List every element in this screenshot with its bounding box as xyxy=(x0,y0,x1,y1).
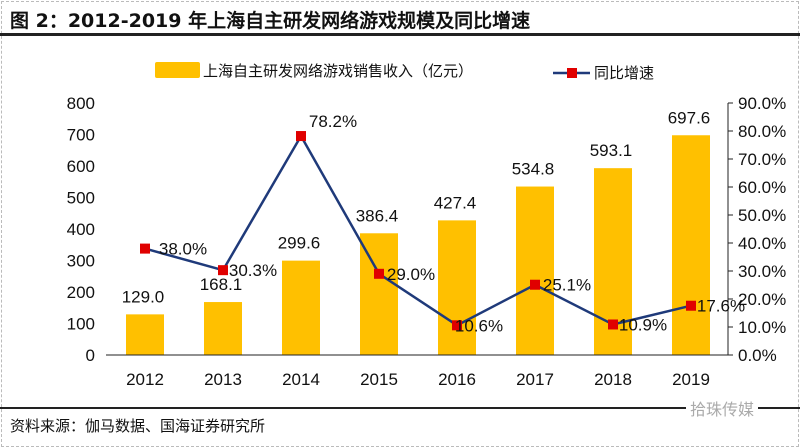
x-axis-tick-label: 2016 xyxy=(438,370,476,389)
x-axis-tick-label: 2013 xyxy=(204,370,242,389)
growth-marker-2018 xyxy=(608,319,618,330)
left-axis-tick-label: 0 xyxy=(86,346,95,365)
x-axis-tick-label: 2014 xyxy=(282,370,320,389)
growth-marker-2019 xyxy=(686,300,696,311)
growth-marker-2013 xyxy=(218,265,228,276)
left-axis-tick-label: 600 xyxy=(67,157,95,176)
growth-marker-2016 xyxy=(452,320,462,331)
line-data-label: 17.6% xyxy=(697,297,745,316)
right-axis-tick-label: 70.0% xyxy=(738,150,786,169)
bar-data-label: 697.6 xyxy=(668,108,711,127)
left-axis-tick-label: 300 xyxy=(67,252,95,271)
bar-data-label: 168.1 xyxy=(200,275,243,294)
bar-2012 xyxy=(126,314,164,355)
left-axis-tick-label: 500 xyxy=(67,189,95,208)
bar-2014 xyxy=(282,260,320,355)
line-data-label: 29.0% xyxy=(387,265,435,284)
legend-marker-swatch xyxy=(567,68,577,78)
x-axis-tick-label: 2018 xyxy=(594,370,632,389)
line-data-label: 38.0% xyxy=(159,240,207,259)
left-axis-tick-label: 400 xyxy=(67,220,95,239)
right-axis-tick-label: 20.0% xyxy=(738,290,786,309)
growth-marker-2017 xyxy=(530,279,540,290)
bar-2017 xyxy=(516,186,554,355)
line-data-label: 25.1% xyxy=(543,276,591,295)
bar-data-label: 386.4 xyxy=(356,206,399,225)
right-axis-tick-label: 90.0% xyxy=(738,94,786,113)
bar-data-label: 427.4 xyxy=(434,193,477,212)
x-axis-tick-label: 2019 xyxy=(672,370,710,389)
bar-data-label: 129.0 xyxy=(122,287,165,306)
growth-line xyxy=(144,133,692,327)
right-axis-tick-label: 40.0% xyxy=(738,234,786,253)
left-axis-tick-label: 700 xyxy=(67,126,95,145)
x-axis-tick-label: 2017 xyxy=(516,370,554,389)
left-axis-tick-label: 800 xyxy=(67,94,95,113)
bar-2019 xyxy=(672,135,710,355)
right-axis-tick-label: 80.0% xyxy=(738,122,786,141)
bar-data-label: 593.1 xyxy=(590,141,633,160)
bar-data-label: 299.6 xyxy=(278,234,321,253)
growth-marker-2015 xyxy=(374,268,384,279)
watermark: 拾珠传媒 xyxy=(686,396,759,420)
bar-2013 xyxy=(204,302,242,355)
legend-bar-label: 上海自主研发网络游戏销售收入（亿元） xyxy=(203,63,473,80)
growth-marker-2014 xyxy=(296,131,306,142)
right-axis-tick-label: 0.0% xyxy=(738,346,777,365)
title-divider xyxy=(0,33,800,36)
line-data-label: 78.2% xyxy=(309,112,357,131)
line-data-label: 10.6% xyxy=(455,316,503,335)
footer-divider xyxy=(0,407,800,409)
x-axis-tick-label: 2015 xyxy=(360,370,398,389)
bar-2016 xyxy=(438,220,476,355)
legend-bar-swatch xyxy=(155,62,200,78)
growth-marker-2012 xyxy=(140,243,150,254)
bar-data-label: 534.8 xyxy=(512,160,555,179)
left-axis-tick-label: 200 xyxy=(67,283,95,302)
x-axis-tick-label: 2012 xyxy=(126,370,164,389)
right-axis-tick-label: 30.0% xyxy=(738,262,786,281)
line-data-label: 30.3% xyxy=(229,261,277,280)
line-data-label: 10.9% xyxy=(619,315,667,334)
right-axis-tick-label: 50.0% xyxy=(738,206,786,225)
left-axis-tick-label: 100 xyxy=(67,315,95,334)
right-axis-tick-label: 10.0% xyxy=(738,318,786,337)
legend-line-label: 同比增速 xyxy=(594,65,654,82)
source-note: 资料来源：伽马数据、国海证券研究所 xyxy=(10,417,266,435)
right-axis-tick-label: 60.0% xyxy=(738,178,786,197)
chart-title: 图 2：2012-2019 年上海自主研发网络游戏规模及同比增速 xyxy=(10,10,531,32)
